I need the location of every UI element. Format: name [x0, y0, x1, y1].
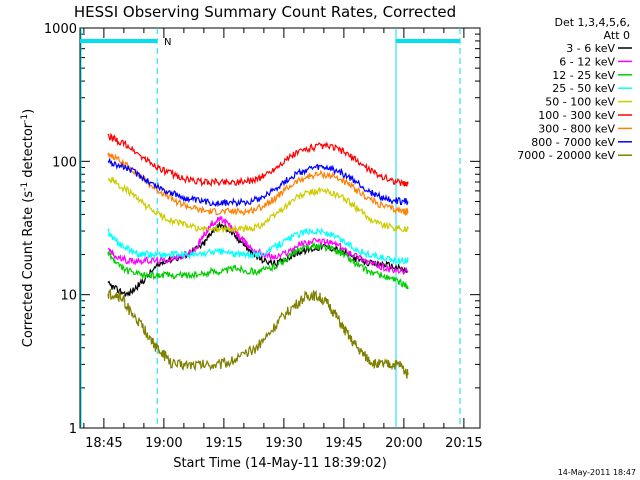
annotations: N	[80, 28, 461, 428]
legend-label: 3 - 6 keV	[566, 42, 615, 55]
legend-label: 800 - 7000 keV	[531, 136, 615, 149]
x-tick-label: 18:45	[85, 436, 122, 451]
series-line	[107, 132, 409, 188]
series-line	[107, 289, 409, 379]
legend-header-line1: Det 1,3,4,5,6,	[554, 16, 630, 29]
series-line	[108, 176, 409, 234]
legend-label: 6 - 12 keV	[559, 55, 615, 68]
series-line	[107, 156, 409, 208]
plot-area: 1 10 100 1000 18:45 19:00 19:15 19:30 19:45 20:0…	[44, 22, 483, 451]
y-tick-label: 100	[52, 155, 77, 170]
x-tick-label: 20:00	[385, 436, 422, 451]
y-tick-label: 10	[60, 289, 77, 304]
plot-frame	[79, 27, 481, 429]
legend-label: 300 - 800 keV	[538, 122, 615, 135]
night-label: N	[164, 37, 171, 48]
series-group	[107, 132, 409, 379]
legend-label: 100 - 300 keV	[538, 109, 615, 122]
series-line	[107, 152, 409, 217]
x-tick-label: 19:15	[205, 436, 242, 451]
legend-label: 50 - 100 keV	[545, 96, 615, 109]
chart-title: HESSI Observing Summary Count Rates, Cor…	[74, 3, 456, 21]
x-tick-label: 19:00	[145, 436, 182, 451]
x-tick-label: 19:30	[265, 436, 302, 451]
legend-label: 25 - 50 keV	[552, 82, 615, 95]
legend-header-line2: Att 0	[604, 29, 630, 42]
series-line	[108, 215, 409, 276]
legend-label: 12 - 25 keV	[552, 69, 615, 82]
series-line	[107, 227, 409, 266]
x-axis: 18:45 19:00 19:15 19:30 19:45 20:00 20:15	[83, 28, 483, 451]
y-tick-label: 1000	[44, 22, 77, 37]
x-axis-label: Start Time (14-May-11 18:39:02)	[173, 456, 387, 471]
series-line	[107, 241, 409, 290]
y-axis-label: Corrected Count Rate (s-1 detector-1)	[20, 109, 36, 347]
legend-label: 7000 - 20000 keV	[517, 149, 615, 162]
y-axis: 1 10 100 1000	[44, 22, 480, 437]
x-tick-label: 20:15	[445, 436, 482, 451]
x-tick-label: 19:45	[325, 436, 362, 451]
y-tick-label: 1	[69, 422, 77, 437]
footer-timestamp: 14-May-2011 18:47	[558, 468, 636, 477]
